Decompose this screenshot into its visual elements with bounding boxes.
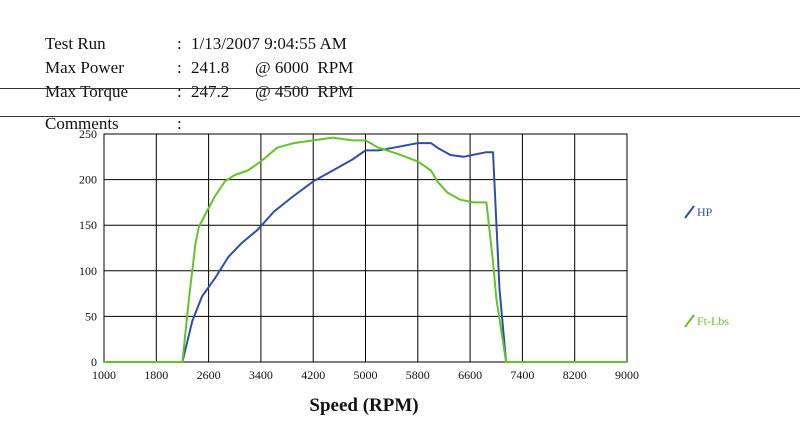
max-torque-label: Max Torque (45, 82, 129, 101)
y-tick-label: 0 (91, 355, 97, 369)
y-tick-label: 50 (85, 309, 97, 323)
comments-divider (0, 116, 800, 117)
max-torque-unit: RPM (317, 82, 354, 101)
chart-legend: HP Ft-Lbs (684, 205, 729, 328)
x-tick-label: 3400 (249, 368, 273, 382)
test-run-row: Test Run:1/13/2007 9:04:55 AM (28, 14, 347, 74)
x-tick-label: 6600 (458, 368, 482, 382)
chart-series (104, 136, 627, 363)
test-run-label: Test Run (45, 34, 106, 53)
colon: : (177, 34, 182, 53)
x-tick-label: 8200 (563, 368, 587, 382)
y-tick-label: 150 (79, 218, 97, 232)
series-line-ft-lbs (104, 136, 627, 363)
dyno-chart: 0 50 100 150 200 250 1000 1800 2600 3400 4200 5000… (79, 127, 729, 416)
max-torque-value: 247.2 (191, 82, 230, 101)
max-power-unit: RPM (317, 58, 354, 77)
comments-label: Comments (45, 114, 119, 133)
legend-label-ft-lbs: Ft-Lbs (697, 314, 729, 328)
colon: : (177, 114, 182, 133)
x-tick-label: 4200 (301, 368, 325, 382)
x-axis-label: Speed (RPM) (309, 395, 418, 416)
x-tick-label: 5000 (354, 368, 378, 382)
max-power-row: Max Power:241.8 @ 6000 RPM (28, 38, 353, 98)
header-divider (0, 88, 800, 89)
x-tick-label: 5800 (406, 368, 430, 382)
chart-grid (103, 133, 628, 363)
colon: : (177, 58, 182, 77)
max-power-rpm: @ 6000 (255, 58, 309, 77)
comments-row: Comments: (28, 94, 191, 154)
y-tick-label: 250 (79, 127, 97, 141)
legend-label-hp: HP (697, 205, 713, 219)
series-line-hp (104, 142, 627, 363)
x-tick-label: 1000 (92, 368, 116, 382)
legend-swatch-ft-lbs (684, 314, 695, 328)
colon: : (177, 82, 182, 101)
max-torque-rpm: @ 4500 (255, 82, 309, 101)
y-tick-label: 200 (79, 173, 97, 187)
max-torque-row: Max Torque:247.2 @ 4500 RPM (28, 62, 353, 122)
y-tick-labels: 0 50 100 150 200 250 (79, 127, 97, 369)
test-run-value: 1/13/2007 9:04:55 AM (191, 34, 347, 53)
x-tick-label: 9000 (615, 368, 639, 382)
x-tick-labels: 1000 1800 2600 3400 4200 5000 5800 6600 7400 8200… (92, 368, 639, 382)
x-tick-label: 2600 (197, 368, 221, 382)
max-power-value: 241.8 (191, 58, 230, 77)
x-tick-label: 7400 (510, 368, 534, 382)
x-tick-label: 1800 (144, 368, 168, 382)
y-tick-label: 100 (79, 264, 97, 278)
max-power-label: Max Power (45, 58, 124, 77)
legend-swatch-hp (684, 205, 695, 219)
